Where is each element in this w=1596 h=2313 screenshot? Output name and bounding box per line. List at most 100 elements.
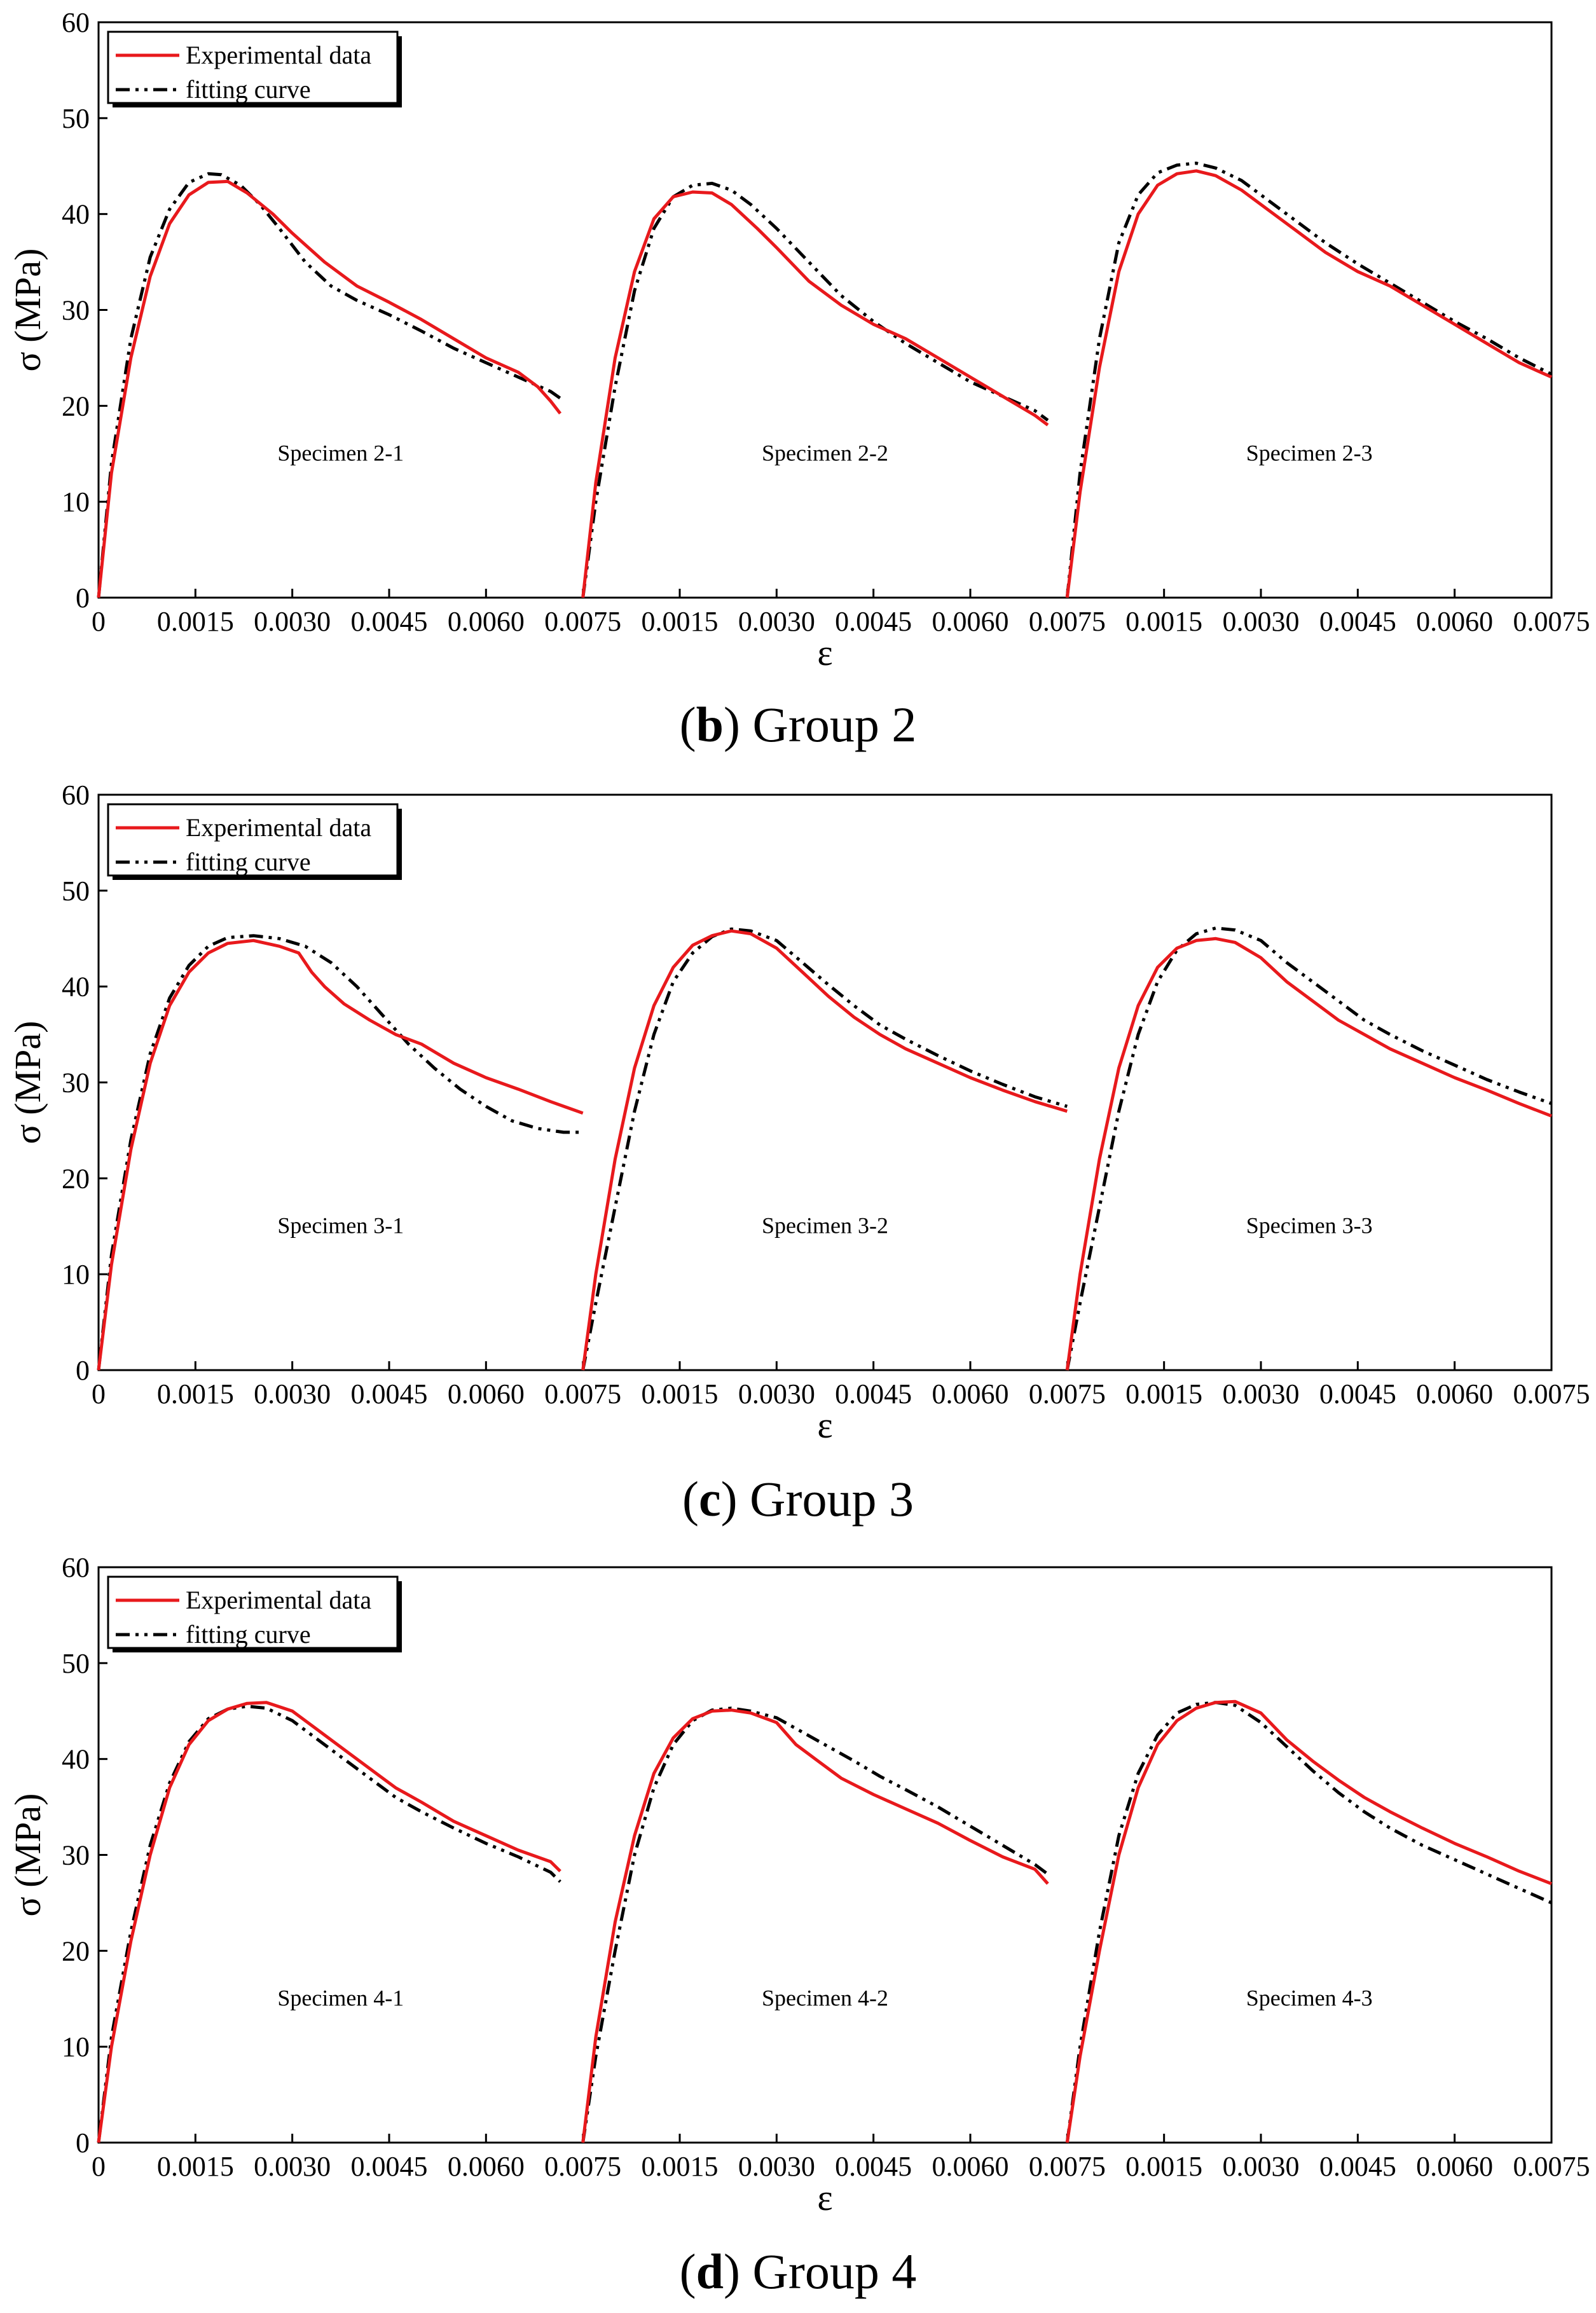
x-axis-label: ε (817, 632, 832, 673)
fitting-curve-2 (581, 181, 1049, 598)
fitting-curve-2 (581, 927, 1068, 1371)
x-tick-label: 0.0030 (254, 606, 331, 637)
y-tick-label: 60 (62, 1552, 90, 1583)
x-tick-label: 0.0075 (544, 2151, 621, 2182)
x-tick-label: 0.0030 (1223, 1378, 1300, 1410)
x-tick-label: 0 (92, 2151, 106, 2182)
x-tick-label: 0.0030 (738, 1378, 815, 1410)
y-axis-label: σ (MPa) (7, 1794, 48, 1917)
y-tick-label: 40 (62, 971, 90, 1003)
y-tick-label: 30 (62, 1840, 90, 1871)
x-tick-label: 0.0045 (1319, 2151, 1396, 2182)
x-tick-label: 0.0075 (1029, 606, 1106, 637)
y-tick-label: 0 (76, 582, 90, 614)
caption-group-2: (b) Group 2 (679, 697, 917, 752)
plot-frame (97, 793, 1553, 1371)
y-axis-label: σ (MPa) (7, 1021, 48, 1144)
fitting-curve-3 (1065, 1701, 1553, 2143)
y-tick-label: 0 (76, 1355, 90, 1386)
y-tick-label: 20 (62, 390, 90, 422)
x-tick-label: 0.0060 (932, 2151, 1009, 2182)
x-tick-label: 0.0015 (157, 2151, 234, 2182)
x-tick-label: 0.0075 (1029, 2151, 1106, 2182)
x-tick-label: 0.0045 (835, 1378, 912, 1410)
y-tick-label: 50 (62, 875, 90, 907)
fitting-curve-1 (97, 172, 561, 598)
x-tick-label: 0.0060 (1416, 2151, 1493, 2182)
x-tick-label: 0.0075 (544, 1378, 621, 1410)
x-tick-label: 0.0015 (642, 606, 719, 637)
experimental-curve-2 (581, 190, 1049, 598)
x-tick-label: 0.0060 (932, 1378, 1009, 1410)
legend-label-experimental: Experimental data (186, 1586, 371, 1614)
legend-label-fitting: fitting curve (186, 848, 311, 876)
y-tick-label: 60 (62, 779, 90, 811)
x-tick-label: 0 (92, 606, 106, 637)
y-tick-label: 40 (62, 1744, 90, 1775)
x-tick-label: 0.0060 (448, 2151, 525, 2182)
specimen-label: Specimen 3-3 (1246, 1212, 1373, 1238)
x-tick-label: 0.0015 (1125, 2151, 1202, 2182)
x-tick-label: 0.0015 (642, 2151, 719, 2182)
specimen-label: Specimen 2-1 (277, 440, 404, 465)
fitting-curve-3 (1065, 161, 1553, 598)
x-tick-label: 0.0015 (642, 1378, 719, 1410)
x-tick-label: 0.0045 (835, 606, 912, 637)
x-tick-label: 0.0045 (351, 1378, 428, 1410)
caption-letter: b (696, 697, 724, 752)
experimental-curve-1 (97, 179, 562, 598)
caption-letter: c (699, 1471, 721, 1527)
y-tick-label: 50 (62, 103, 90, 134)
legend-label-fitting: fitting curve (186, 75, 311, 104)
experimental-curve-1 (97, 938, 584, 1371)
experimental-curve-1 (97, 1701, 561, 2143)
experimental-curve-3 (1065, 1699, 1552, 2143)
x-tick-label: 0.0060 (1416, 1378, 1493, 1410)
specimen-label: Specimen 3-2 (762, 1212, 888, 1238)
x-tick-label: 0.0030 (738, 606, 815, 637)
x-axis-label: ε (817, 2177, 832, 2218)
caption-group-4: (d) Group 4 (679, 2244, 917, 2299)
x-tick-label: 0.0045 (351, 606, 428, 637)
y-tick-label: 10 (62, 1259, 90, 1290)
legend-label-experimental: Experimental data (186, 41, 371, 69)
x-tick-label: 0.0030 (254, 1378, 331, 1410)
caption-text: Group 4 (752, 2244, 917, 2299)
y-tick-label: 20 (62, 1935, 90, 1966)
x-tick-label: 0.0060 (932, 606, 1009, 637)
x-tick-label: 0.0075 (1513, 2151, 1590, 2182)
experimental-curve-3 (1065, 937, 1552, 1371)
specimen-label: Specimen 2-2 (762, 440, 888, 465)
y-tick-label: 30 (62, 1067, 90, 1099)
specimen-label: Specimen 4-2 (762, 1985, 888, 2010)
x-tick-label: 0.0045 (1319, 1378, 1396, 1410)
x-tick-label: 0.0015 (157, 606, 234, 637)
x-tick-label: 0.0030 (254, 2151, 331, 2182)
x-tick-label: 0.0015 (1125, 606, 1202, 637)
experimental-curve-2 (581, 929, 1068, 1371)
x-tick-label: 0.0015 (157, 1378, 234, 1410)
x-tick-label: 0.0030 (1223, 2151, 1300, 2182)
specimen-label: Specimen 4-1 (277, 1985, 404, 2010)
x-tick-label: 0.0075 (1513, 1378, 1590, 1410)
legend-label-experimental: Experimental data (186, 813, 371, 842)
x-axis-label: ε (817, 1404, 832, 1446)
x-tick-label: 0.0045 (1319, 606, 1396, 637)
caption-text: Group 3 (750, 1471, 914, 1527)
x-tick-label: 0 (92, 1378, 106, 1410)
fitting-curve-1 (97, 934, 583, 1371)
experimental-curve-3 (1065, 169, 1553, 598)
legend-label-fitting: fitting curve (186, 1620, 311, 1649)
plot-frame (97, 1566, 1553, 2144)
y-tick-label: 0 (76, 2127, 90, 2159)
chart-panel-4: 0 10 20 30 40 50 60 0 0.0015 0.0030 0.0045 0.0060 0.… (7, 1552, 1590, 2218)
x-tick-label: 0.0060 (448, 1378, 525, 1410)
x-tick-label: 0.0045 (351, 2151, 428, 2182)
y-tick-label: 40 (62, 199, 90, 230)
x-tick-label: 0.0075 (544, 606, 621, 637)
caption-letter: d (696, 2244, 724, 2299)
chart-panel-2: 0 10 20 30 40 50 60 0 0.0015 0.0030 0.0045 0.0060 0.… (7, 7, 1590, 673)
fitting-curve-2 (581, 1706, 1049, 2143)
fitting-curve-3 (1065, 926, 1552, 1371)
